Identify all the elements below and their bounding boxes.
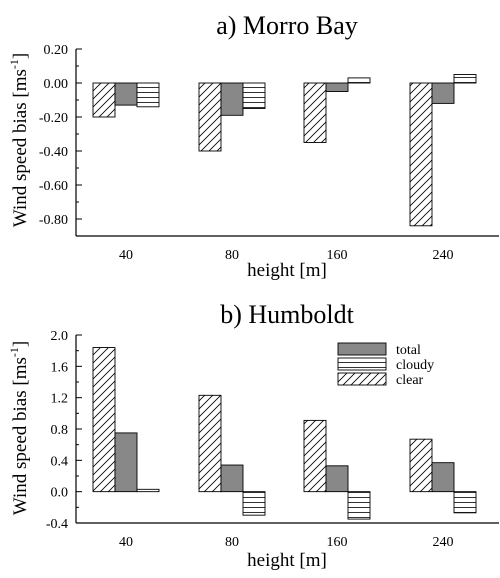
x-tick-label: 40 (119, 535, 133, 550)
bar-clear-240 (409, 82, 433, 227)
bar-total-160 (325, 82, 349, 92)
y-tick-label: -0.4 (46, 517, 68, 532)
y-tick-label: 1.2 (51, 392, 69, 407)
x-tick-label: 80 (225, 248, 239, 263)
bar-total-160 (325, 465, 349, 493)
bar-total-40 (114, 432, 138, 493)
bar-total-240 (431, 82, 455, 104)
plot-area-morro-bay: 0.20 0.00 -0.20 -0.40 -0.60 -0.80 40 80 160 240 (39, 43, 499, 263)
y-axis-label-superscript: -1 (7, 59, 21, 69)
bar-total-80 (220, 82, 244, 116)
bar-cloudy-240 (453, 74, 477, 84)
bar-total-240 (431, 462, 455, 493)
legend-label-total: total (396, 343, 421, 358)
y-tick-label: 0.00 (44, 77, 69, 92)
x-tick-label: 240 (433, 248, 454, 263)
y-axis-label-text: Wind speed bias [ms (10, 357, 31, 515)
svg-text:Wind speed bias [ms-1]: Wind speed bias [ms-1] (7, 341, 31, 515)
y-tick-label: 0.8 (51, 423, 69, 438)
x-axis-label-humboldt: height [m] (247, 550, 327, 571)
bar-cloudy-40 (136, 82, 160, 108)
bar-total-40 (114, 82, 138, 106)
y-tick-label: 0.20 (44, 43, 69, 58)
y-axis-label-humboldt: Wind speed bias [ms-1] (7, 341, 31, 515)
legend-swatch-clear (337, 372, 387, 386)
x-tick-label: 160 (327, 248, 348, 263)
y-tick-label: -0.40 (39, 145, 68, 160)
y-tick-label: 1.6 (51, 360, 69, 375)
bar-clear-40 (92, 82, 116, 118)
bar-clear-240 (409, 438, 433, 493)
bar-cloudy-80 (242, 491, 266, 516)
y-tick-label: -0.60 (39, 179, 68, 194)
y-axis-label-morro-bay: Wind speed bias [ms-1] (7, 53, 31, 227)
y-axis-label-close: ] (10, 53, 31, 59)
x-tick-label: 160 (327, 535, 348, 550)
legend-label-clear: clear (396, 373, 424, 388)
y-tick-label: -0.80 (39, 213, 68, 228)
y-tick-label: -0.20 (39, 111, 68, 126)
bar-cloudy-160 (347, 491, 371, 520)
y-tick-label: 2.0 (51, 329, 69, 344)
chart-panel-morro-bay: a) Morro Bay Wind speed bias [ms-1] 0.20… (7, 11, 499, 281)
legend-swatch-cloudy (337, 357, 387, 371)
y-tick-label: 0.0 (51, 486, 69, 501)
bar-clear-160 (303, 82, 327, 143)
y-tick-label: 0.4 (51, 454, 69, 469)
bar-cloudy-80 (242, 82, 266, 109)
chart-title-morro-bay: a) Morro Bay (216, 11, 358, 40)
y-axis-label-superscript: -1 (7, 347, 21, 357)
bar-total-80 (220, 464, 244, 493)
bar-cloudy-240 (453, 491, 477, 514)
bar-clear-80 (198, 82, 222, 152)
legend-label-cloudy: cloudy (396, 358, 434, 373)
bar-clear-80 (198, 394, 222, 493)
chart-panel-humboldt: b) Humboldt Wind speed bias [ms-1] 2.0 1.… (7, 300, 499, 571)
bar-clear-40 (92, 347, 116, 493)
x-tick-label: 80 (225, 535, 239, 550)
x-axis-label-morro-bay: height [m] (247, 260, 327, 281)
bar-cloudy-160 (347, 77, 371, 84)
x-tick-label: 240 (433, 535, 454, 550)
y-axis-label-close: ] (10, 341, 31, 347)
bar-clear-160 (303, 419, 327, 493)
bar-cloudy-40 (136, 488, 160, 493)
plot-area-humboldt: 2.0 1.6 1.2 0.8 0.4 0.0 -0.4 40 80 160 240 totalclo… (46, 329, 499, 550)
legend-swatch-total (337, 342, 387, 356)
y-axis-label-text: Wind speed bias [ms (10, 69, 31, 227)
svg-text:Wind speed bias [ms-1]: Wind speed bias [ms-1] (7, 53, 31, 227)
x-tick-label: 40 (119, 248, 133, 263)
chart-title-humboldt: b) Humboldt (220, 300, 354, 329)
